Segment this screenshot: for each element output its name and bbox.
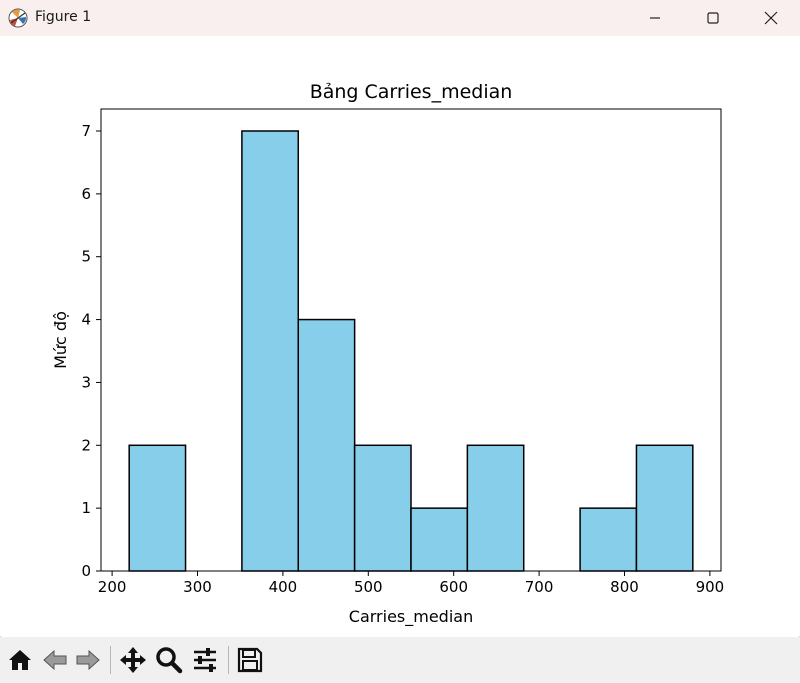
plot-canvas: Bảng Carries_median 200 300 400 500 600 700 80… <box>0 36 800 636</box>
back-button[interactable] <box>40 645 70 675</box>
bars-group <box>128 130 694 572</box>
histogram-bar <box>128 444 187 572</box>
save-icon <box>237 647 263 673</box>
x-axis-ticks: 200 300 400 500 600 700 800 900 <box>98 571 724 596</box>
y-tick-label: 4 <box>81 311 91 329</box>
title-bar: Figure 1 <box>0 0 800 36</box>
histogram-bar <box>410 507 469 572</box>
y-tick-label: 5 <box>81 248 91 266</box>
navigation-toolbar <box>0 637 800 683</box>
toolbar-separator <box>110 646 111 674</box>
y-axis-label: Mức độ <box>51 311 70 369</box>
x-tick-label: 500 <box>354 578 383 596</box>
maximize-icon <box>707 12 719 24</box>
x-axis-label: Carries_median <box>349 607 473 627</box>
x-tick-label: 200 <box>98 578 127 596</box>
y-tick-label: 0 <box>81 562 91 580</box>
close-icon <box>764 11 778 25</box>
close-button[interactable] <box>742 0 800 36</box>
x-tick-label: 800 <box>610 578 639 596</box>
y-tick-label: 1 <box>81 499 91 517</box>
x-tick-label: 300 <box>183 578 212 596</box>
minimize-button[interactable] <box>626 0 684 36</box>
pan-icon <box>120 647 146 673</box>
x-tick-label: 700 <box>525 578 554 596</box>
y-tick-label: 2 <box>81 436 91 454</box>
save-button[interactable] <box>235 645 265 675</box>
app-icon <box>8 8 28 28</box>
y-axis-ticks: 0 1 2 3 4 5 6 7 <box>81 122 101 580</box>
window-title: Figure 1 <box>35 9 92 25</box>
histogram-bar <box>635 444 694 572</box>
zoom-button[interactable] <box>154 645 184 675</box>
histogram-bar <box>297 318 356 572</box>
configure-subplots-icon <box>194 648 216 672</box>
x-tick-label: 600 <box>439 578 468 596</box>
back-icon <box>43 649 67 671</box>
forward-icon <box>76 649 100 671</box>
x-tick-label: 900 <box>696 578 725 596</box>
histogram-bar <box>466 444 525 572</box>
y-tick-label: 7 <box>81 122 91 140</box>
forward-button[interactable] <box>73 645 103 675</box>
y-tick-label: 3 <box>81 373 91 391</box>
toolbar-separator <box>228 646 229 674</box>
minimize-icon <box>650 17 660 19</box>
axes-frame <box>100 108 722 572</box>
maximize-button[interactable] <box>684 0 742 36</box>
y-tick-label: 6 <box>81 185 91 203</box>
histogram-bar <box>241 130 300 572</box>
chart-title: Bảng Carries_median <box>310 81 513 103</box>
x-tick-label: 400 <box>269 578 298 596</box>
histogram-bar <box>579 507 638 572</box>
home-button[interactable] <box>5 645 35 675</box>
zoom-icon <box>156 647 183 674</box>
pan-button[interactable] <box>118 645 148 675</box>
histogram-bar <box>353 444 412 572</box>
histogram-chart: Bảng Carries_median 200 300 400 500 600 700 80… <box>51 81 724 627</box>
configure-subplots-button[interactable] <box>190 645 220 675</box>
home-icon <box>9 650 31 670</box>
